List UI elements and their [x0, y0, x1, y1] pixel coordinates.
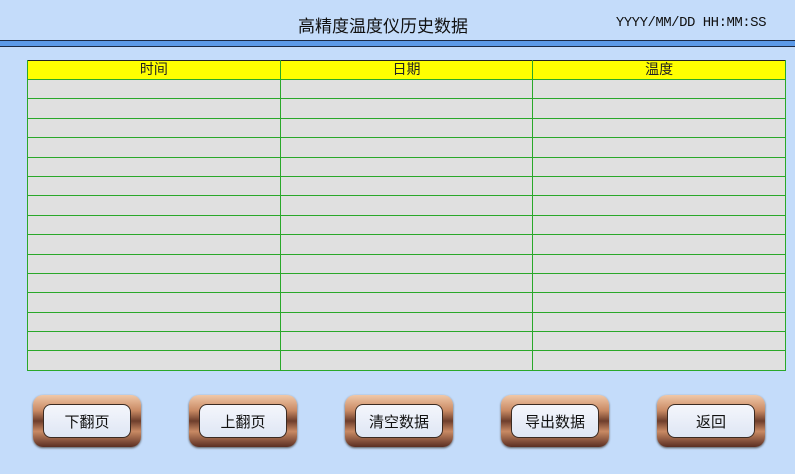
- table-row: [27, 253, 786, 274]
- table-cell: [279, 156, 534, 177]
- button-label: 下翻页: [43, 404, 131, 438]
- table-row: [27, 117, 786, 139]
- table-cell: [532, 272, 786, 294]
- table-cell: [532, 253, 786, 274]
- table-row: [27, 156, 786, 177]
- table-cell: [27, 117, 281, 139]
- datetime-display: YYYY/MM/DD HH:MM:SS: [615, 15, 767, 31]
- table-cell: [27, 78, 281, 100]
- table-cell: [279, 234, 534, 255]
- table-cell: [532, 156, 786, 177]
- page-title: 高精度温度仪历史数据: [298, 17, 468, 37]
- table-cell: [27, 234, 281, 255]
- table-cell: [279, 175, 534, 197]
- table-cell: [279, 214, 534, 236]
- table-cell: [532, 137, 786, 158]
- previous-page-button[interactable]: 上翻页: [189, 395, 297, 447]
- table-row: [27, 78, 786, 100]
- export-data-button[interactable]: 导出数据: [501, 395, 609, 447]
- table-cell: [532, 331, 786, 352]
- button-label: 导出数据: [511, 404, 599, 438]
- table-cell: [27, 292, 281, 313]
- table-cell: [27, 311, 281, 333]
- table-cell: [279, 78, 534, 100]
- table-cell: [27, 331, 281, 352]
- clear-data-button[interactable]: 清空数据: [345, 395, 453, 447]
- column-header-date: 日期: [279, 60, 534, 80]
- next-page-button[interactable]: 下翻页: [33, 395, 141, 447]
- table-cell: [532, 350, 786, 371]
- table-cell: [279, 350, 534, 371]
- table-cell: [279, 195, 534, 216]
- header-divider: [0, 40, 795, 47]
- table-cell: [279, 292, 534, 313]
- table-cell: [279, 98, 534, 119]
- history-table: 时间 日期 温度: [27, 60, 786, 371]
- table-cell: [27, 253, 281, 274]
- table-row: [27, 292, 786, 313]
- button-label: 上翻页: [199, 404, 287, 438]
- table-cell: [27, 98, 281, 119]
- table-cell: [532, 98, 786, 119]
- table-row: [27, 137, 786, 158]
- table-cell: [27, 175, 281, 197]
- table-cell: [532, 292, 786, 313]
- table-cell: [532, 195, 786, 216]
- table-cell: [27, 137, 281, 158]
- table-row: [27, 234, 786, 255]
- table-cell: [27, 350, 281, 371]
- back-button[interactable]: 返回: [657, 395, 765, 447]
- table-cell: [532, 214, 786, 236]
- table-cell: [532, 175, 786, 197]
- table-cell: [279, 272, 534, 294]
- column-header-time: 时间: [27, 60, 281, 80]
- table-row: [27, 214, 786, 236]
- table-cell: [279, 117, 534, 139]
- table-row: [27, 311, 786, 333]
- table-cell: [279, 137, 534, 158]
- table-row: [27, 175, 786, 197]
- table-cell: [279, 253, 534, 274]
- button-label: 清空数据: [355, 404, 443, 438]
- table-row: [27, 272, 786, 294]
- table-row: [27, 195, 786, 216]
- table-row: [27, 98, 786, 119]
- button-label: 返回: [667, 404, 755, 438]
- column-header-temperature: 温度: [532, 60, 786, 80]
- table-cell: [279, 331, 534, 352]
- table-cell: [27, 214, 281, 236]
- table-cell: [532, 311, 786, 333]
- table-cell: [27, 156, 281, 177]
- table-row: [27, 331, 786, 352]
- table-cell: [532, 117, 786, 139]
- table-cell: [279, 311, 534, 333]
- table-cell: [532, 234, 786, 255]
- table-cell: [532, 78, 786, 100]
- table-cell: [27, 272, 281, 294]
- table-row: [27, 350, 786, 371]
- table-cell: [27, 195, 281, 216]
